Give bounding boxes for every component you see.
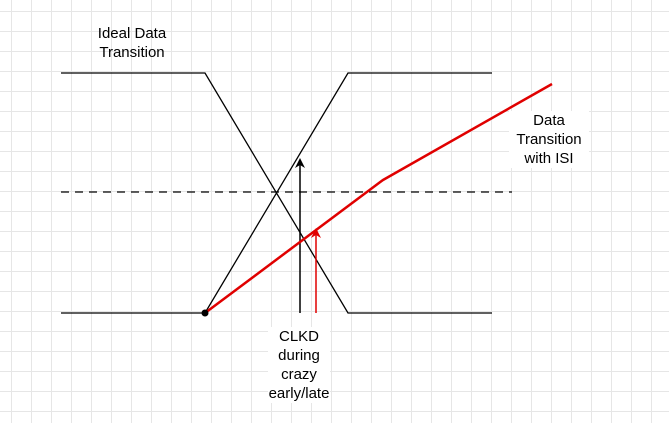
ideal-transition-label: Ideal Data Transition [97, 25, 167, 61]
isi-transition-label: Data Transition with ISI [509, 111, 589, 168]
transition-start-dot [201, 309, 209, 317]
clkd-label: CLKD during crazy early/late [268, 327, 330, 403]
isi-data-transition [204, 82, 553, 315]
ideal-rising-transition [61, 72, 492, 314]
